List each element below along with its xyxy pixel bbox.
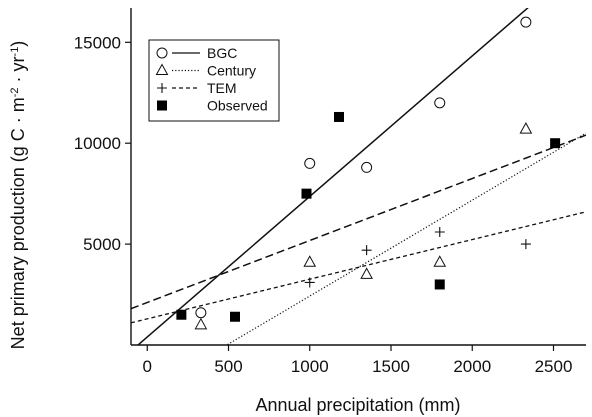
legend-label-tem: TEM bbox=[207, 80, 237, 96]
y-axis-title-sup1: -2 bbox=[9, 87, 21, 97]
point-century-5 bbox=[519, 122, 533, 134]
fit-line-tem bbox=[131, 211, 586, 324]
x-tick-label-2000: 2000 bbox=[453, 357, 491, 376]
legend-label-century: Century bbox=[207, 63, 256, 79]
fit-line-bgc bbox=[136, 8, 529, 345]
point-observed-5 bbox=[434, 279, 445, 290]
y-axis-title-end: ) bbox=[8, 41, 28, 47]
x-tick-label-1500: 1500 bbox=[372, 357, 410, 376]
point-tem-3 bbox=[434, 226, 445, 237]
y-tick-label-5000: 5000 bbox=[83, 235, 121, 254]
point-century-1 bbox=[194, 317, 208, 330]
legend-marker-century bbox=[155, 63, 169, 75]
point-observed-1 bbox=[176, 309, 187, 320]
legend-box bbox=[148, 39, 280, 122]
point-observed-6 bbox=[550, 138, 561, 149]
markers-group bbox=[176, 16, 561, 330]
point-century-3 bbox=[360, 267, 373, 279]
point-bgc-5 bbox=[520, 16, 532, 28]
fit-lines-group bbox=[131, 8, 586, 345]
y-axis-title-mid: · yr bbox=[8, 56, 28, 87]
y-tick-label-15000: 15000 bbox=[74, 33, 121, 52]
y-tick-label-10000: 10000 bbox=[74, 134, 121, 153]
point-bgc-2 bbox=[304, 157, 316, 169]
legend-label-observed: Observed bbox=[207, 98, 268, 114]
point-bgc-4 bbox=[434, 97, 446, 109]
x-ticks-group: 0 500 1000 1500 2000 2500 bbox=[143, 345, 573, 376]
x-tick-label-1000: 1000 bbox=[291, 357, 329, 376]
point-bgc-1 bbox=[195, 307, 207, 319]
x-tick-label-2500: 2500 bbox=[535, 357, 573, 376]
point-century-2 bbox=[303, 255, 317, 267]
point-tem-2 bbox=[361, 245, 372, 256]
y-axis-title-main: Net primary production (g C · m bbox=[8, 97, 28, 349]
point-observed-4 bbox=[334, 111, 344, 122]
legend-label-bgc: BGC bbox=[207, 45, 237, 61]
legend-marker-observed bbox=[157, 100, 167, 111]
y-axis-title-sup2: -1 bbox=[9, 47, 21, 57]
y-ticks-group: 5000 10000 15000 bbox=[74, 33, 131, 254]
x-tick-label-500: 500 bbox=[214, 357, 242, 376]
point-century-4 bbox=[433, 255, 447, 267]
y-axis-title: Net primary production (g C · m-2 · yr-1… bbox=[8, 41, 28, 350]
point-tem-1 bbox=[304, 277, 315, 288]
legend-marker-bgc bbox=[156, 47, 168, 59]
point-bgc-3 bbox=[361, 161, 373, 173]
fit-line-observed bbox=[131, 134, 586, 310]
point-observed-3 bbox=[301, 188, 312, 199]
x-axis-title: Annual precipitation (mm) bbox=[255, 395, 460, 415]
point-tem-4 bbox=[520, 239, 531, 250]
legend-marker-tem bbox=[157, 83, 167, 93]
point-observed-2 bbox=[230, 311, 240, 322]
x-tick-label-0: 0 bbox=[143, 357, 152, 376]
